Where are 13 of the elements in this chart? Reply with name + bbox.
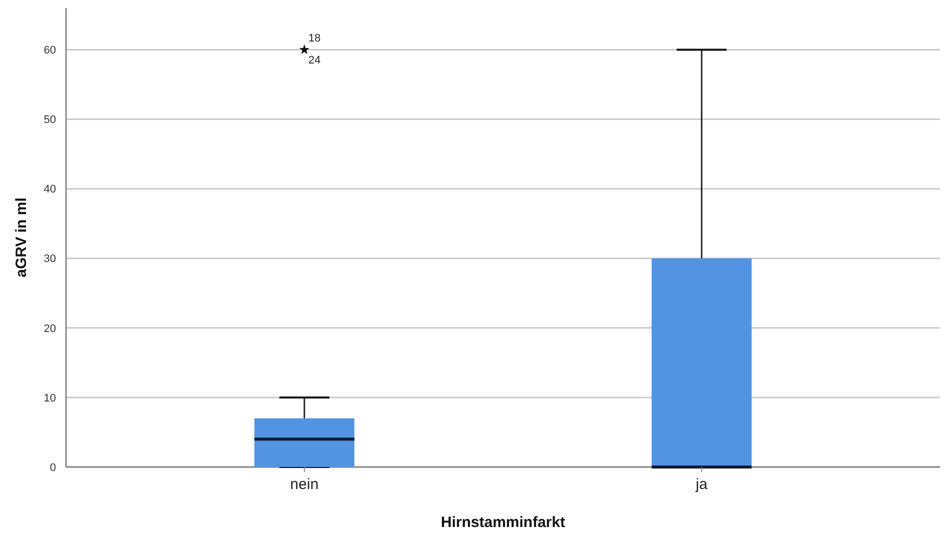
y-tick-label: 50 xyxy=(44,114,56,126)
y-axis-title: aGRV in ml xyxy=(13,198,30,278)
y-tick-label: 30 xyxy=(44,253,56,266)
x-axis-title: Hirnstamminfarkt xyxy=(440,514,566,531)
y-tick-label: 10 xyxy=(44,392,56,404)
y-tick-label: 0 xyxy=(50,462,56,474)
x-tick-label: ja xyxy=(694,476,708,493)
y-tick-label: 40 xyxy=(44,184,56,196)
y-tick-label: 60 xyxy=(44,44,56,57)
x-tick-label: nein xyxy=(290,476,319,493)
y-tick-label: 20 xyxy=(44,322,56,335)
annotation: 18 xyxy=(308,32,321,45)
annotation: 24 xyxy=(308,54,321,67)
